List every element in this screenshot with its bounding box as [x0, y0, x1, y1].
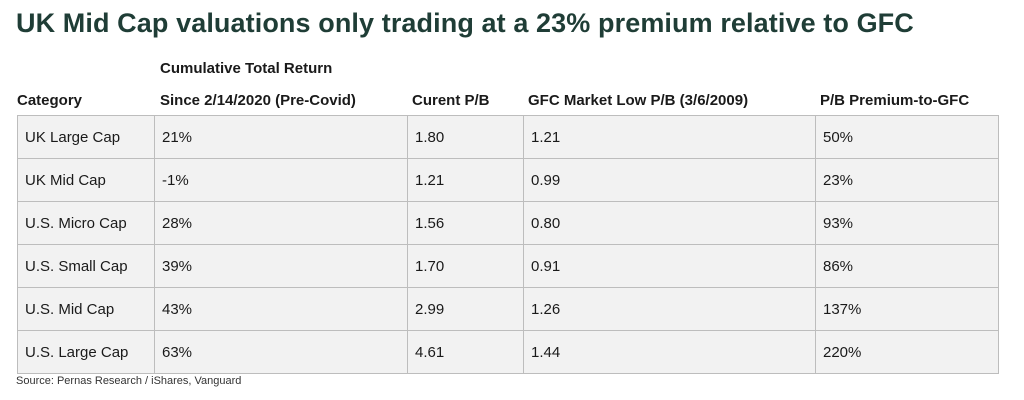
- cell-current-pb: 2.99: [407, 287, 524, 331]
- cell-premium: 137%: [815, 287, 999, 331]
- valuation-table: UK Large Cap 21% 1.80 1.21 50% UK Mid Ca…: [17, 115, 999, 374]
- cell-gfc-pb: 1.44: [523, 330, 816, 374]
- cell-premium: 220%: [815, 330, 999, 374]
- cell-category: UK Mid Cap: [17, 158, 155, 202]
- table-row: U.S. Mid Cap 43% 2.99 1.26 137%: [17, 287, 999, 331]
- table-header-row: Category Since 2/14/2020 (Pre-Covid) Cur…: [0, 92, 1024, 112]
- cell-premium: 93%: [815, 201, 999, 245]
- cell-current-pb: 1.80: [407, 115, 524, 159]
- cell-return: 43%: [154, 287, 408, 331]
- cell-current-pb: 4.61: [407, 330, 524, 374]
- table-row: U.S. Small Cap 39% 1.70 0.91 86%: [17, 244, 999, 288]
- cell-gfc-pb: 0.80: [523, 201, 816, 245]
- cell-gfc-pb: 1.21: [523, 115, 816, 159]
- table-row: U.S. Micro Cap 28% 1.56 0.80 93%: [17, 201, 999, 245]
- cell-current-pb: 1.21: [407, 158, 524, 202]
- cell-category: U.S. Large Cap: [17, 330, 155, 374]
- page-title: UK Mid Cap valuations only trading at a …: [16, 8, 914, 38]
- cell-return: 28%: [154, 201, 408, 245]
- cell-return: 21%: [154, 115, 408, 159]
- cell-category: U.S. Small Cap: [17, 244, 155, 288]
- cell-return: 39%: [154, 244, 408, 288]
- header-current-pb: Curent P/B: [412, 92, 490, 109]
- cell-return: 63%: [154, 330, 408, 374]
- cell-premium: 50%: [815, 115, 999, 159]
- header-cumulative-top: Cumulative Total Return: [160, 60, 333, 77]
- cell-premium: 23%: [815, 158, 999, 202]
- header-since: Since 2/14/2020 (Pre-Covid): [160, 92, 356, 109]
- table-row: UK Mid Cap -1% 1.21 0.99 23%: [17, 158, 999, 202]
- header-premium: P/B Premium-to-GFC: [820, 92, 970, 109]
- cell-gfc-pb: 0.91: [523, 244, 816, 288]
- header-gfc-low: GFC Market Low P/B (3/6/2009): [528, 92, 749, 109]
- cell-category: UK Large Cap: [17, 115, 155, 159]
- table-row: U.S. Large Cap 63% 4.61 1.44 220%: [17, 330, 999, 374]
- cell-category: U.S. Micro Cap: [17, 201, 155, 245]
- cell-gfc-pb: 1.26: [523, 287, 816, 331]
- header-category: Category: [17, 92, 83, 109]
- cell-category: U.S. Mid Cap: [17, 287, 155, 331]
- cell-gfc-pb: 0.99: [523, 158, 816, 202]
- cell-return: -1%: [154, 158, 408, 202]
- cell-current-pb: 1.56: [407, 201, 524, 245]
- table-row: UK Large Cap 21% 1.80 1.21 50%: [17, 115, 999, 159]
- cell-premium: 86%: [815, 244, 999, 288]
- cell-current-pb: 1.70: [407, 244, 524, 288]
- source-note: Source: Pernas Research / iShares, Vangu…: [16, 375, 242, 387]
